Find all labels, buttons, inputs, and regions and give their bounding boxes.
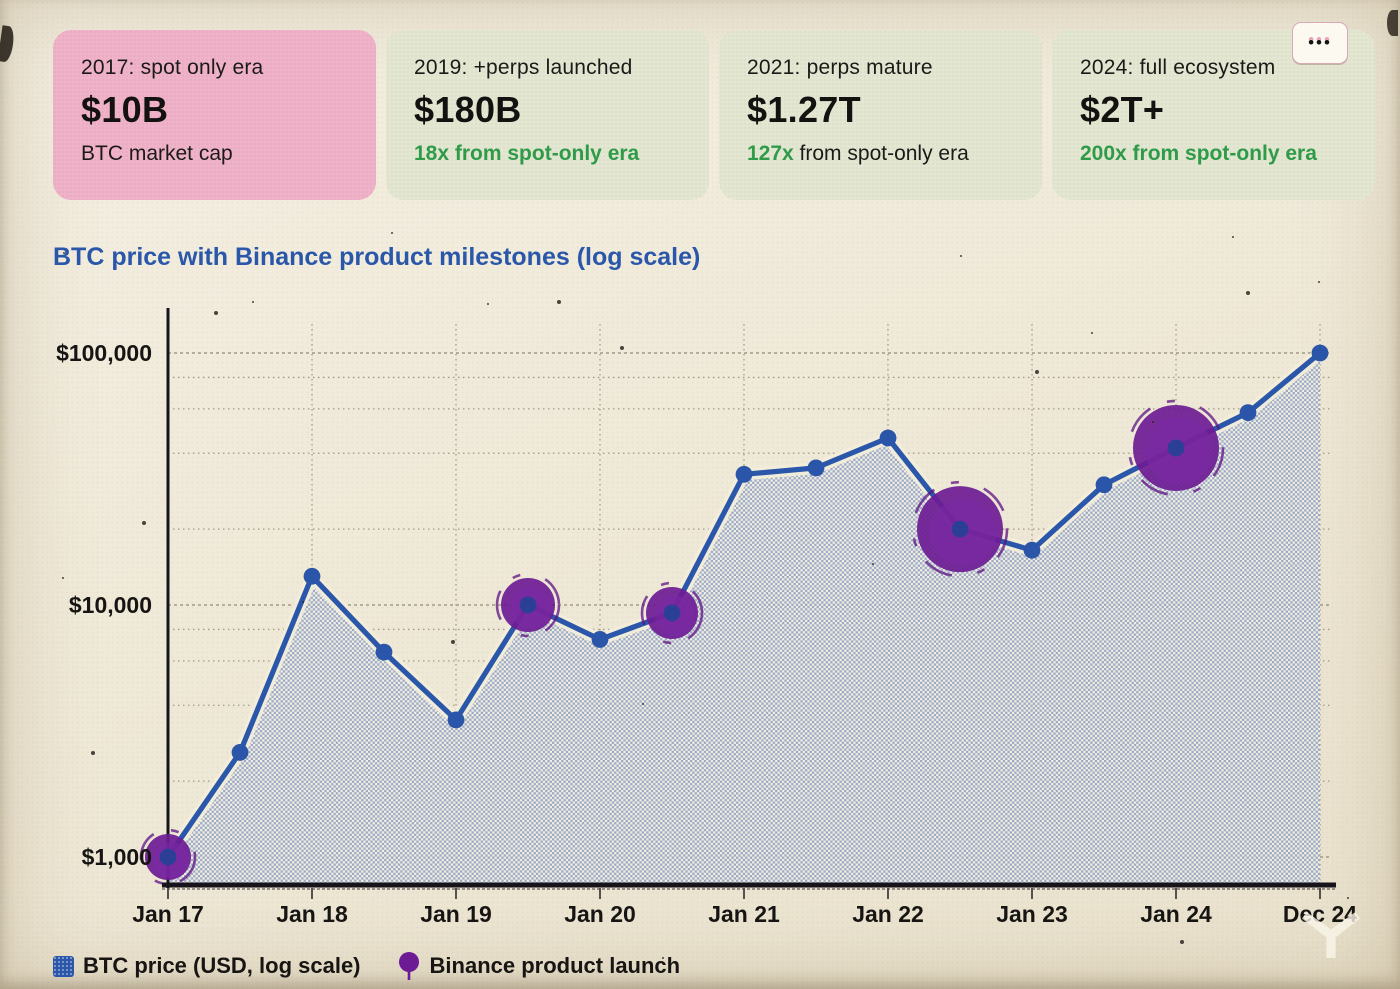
milestone-blob-ring <box>911 480 1009 578</box>
overflow-menu-button[interactable]: ••• <box>1292 22 1348 64</box>
price-data-points <box>159 344 1329 866</box>
data-point <box>735 465 753 483</box>
y-axis-label: $10,000 <box>69 592 152 618</box>
card-value: $2T+ <box>1080 89 1165 130</box>
stat-card-2017: 2017: spot only era $10B BTC market cap <box>53 30 376 200</box>
stat-card-2021: 2021: perps mature $1.27T 127x from spot… <box>719 30 1042 200</box>
card-era-label: 2021: perps mature <box>747 56 933 79</box>
milestone-blob-ring <box>139 828 197 886</box>
data-point <box>1239 404 1257 422</box>
x-axis-label: Jan 24 <box>1140 901 1212 927</box>
y-axis-label: $100,000 <box>56 340 152 366</box>
data-point <box>1311 344 1329 362</box>
x-axis-label: Jan 21 <box>708 901 780 927</box>
chart-legend: BTC price (USD, log scale) Binance produ… <box>53 951 702 981</box>
legend-label: BTC price (USD, log scale) <box>83 953 361 978</box>
stat-cards-row: 2017: spot only era $10B BTC market cap … <box>53 30 1375 200</box>
blue-square-icon <box>53 955 74 977</box>
data-point <box>519 596 537 614</box>
data-point <box>1167 439 1185 457</box>
data-point <box>1023 541 1041 559</box>
x-axis-label: Jan 17 <box>132 901 204 927</box>
milestone-blob-ring <box>495 572 561 638</box>
price-area-fill <box>168 353 1320 885</box>
data-point <box>159 848 177 866</box>
card-note-text: BTC market cap <box>81 142 233 165</box>
chart-axes <box>162 308 1336 899</box>
card-value: $10B <box>81 89 169 130</box>
card-era-label: 2019: +perps launched <box>414 56 633 79</box>
x-axis-label: Jan 20 <box>564 901 636 927</box>
ellipsis-icon: ••• <box>1308 33 1332 52</box>
legend-item-btc-price: BTC price (USD, log scale) <box>53 953 361 979</box>
data-point <box>231 744 249 761</box>
axis-tick-labels: $1,000 $10,000 $100,000 Jan 17 Jan 18 Jan 19 J… <box>56 340 1357 927</box>
milestone-blob-ring <box>640 581 704 645</box>
card-note: 18x from spot-only era <box>414 142 681 166</box>
btc-price-chart: $1,000 $10,000 $100,000 Jan 17 Jan 18 Jan 19 J… <box>56 308 1357 927</box>
purple-pin-icon <box>398 952 419 980</box>
data-point <box>1095 476 1113 494</box>
x-axis-label: Jan 19 <box>420 901 492 927</box>
card-note: 200x from spot-only era <box>1080 142 1347 166</box>
ink-speckles <box>0 0 2 2</box>
card-value: $180B <box>414 89 522 130</box>
card-note: BTC market cap <box>81 142 348 166</box>
chart-title: BTC price with Binance product milestone… <box>53 243 701 271</box>
data-point <box>303 567 321 585</box>
data-point <box>951 520 969 538</box>
card-note: 127x from spot-only era <box>747 142 1014 166</box>
card-note-text: from spot-only era <box>793 142 969 165</box>
x-axis-label: Jan 22 <box>852 901 924 927</box>
legend-item-milestone: Binance product launch <box>397 951 681 981</box>
card-note-highlight: 18x from spot-only era <box>414 142 640 165</box>
card-value: $1.27T <box>747 89 861 130</box>
milestone-blob-ring <box>1127 399 1225 497</box>
scan-smudge-top-left <box>0 25 16 63</box>
card-note-highlight: 200x from spot-only era <box>1080 142 1317 165</box>
card-era-label: 2024: full ecosystem <box>1080 56 1276 79</box>
legend-label: Binance product launch <box>429 953 681 978</box>
data-point <box>879 429 897 447</box>
area-fill-path <box>168 353 1320 885</box>
card-era-label: 2017: spot only era <box>81 56 264 79</box>
data-point <box>663 604 681 622</box>
data-point <box>807 459 825 477</box>
card-note-highlight: 127x <box>747 142 794 165</box>
x-axis-label: Jan 23 <box>996 901 1068 927</box>
data-point <box>447 711 465 729</box>
y-axis-label: $1,000 <box>82 844 152 870</box>
x-axis-label: Jan 18 <box>276 901 348 927</box>
data-point <box>591 631 609 648</box>
data-point <box>375 643 393 661</box>
scan-smudge-top-right <box>1387 10 1398 36</box>
stat-card-2019: 2019: +perps launched $180B 18x from spo… <box>386 30 709 200</box>
